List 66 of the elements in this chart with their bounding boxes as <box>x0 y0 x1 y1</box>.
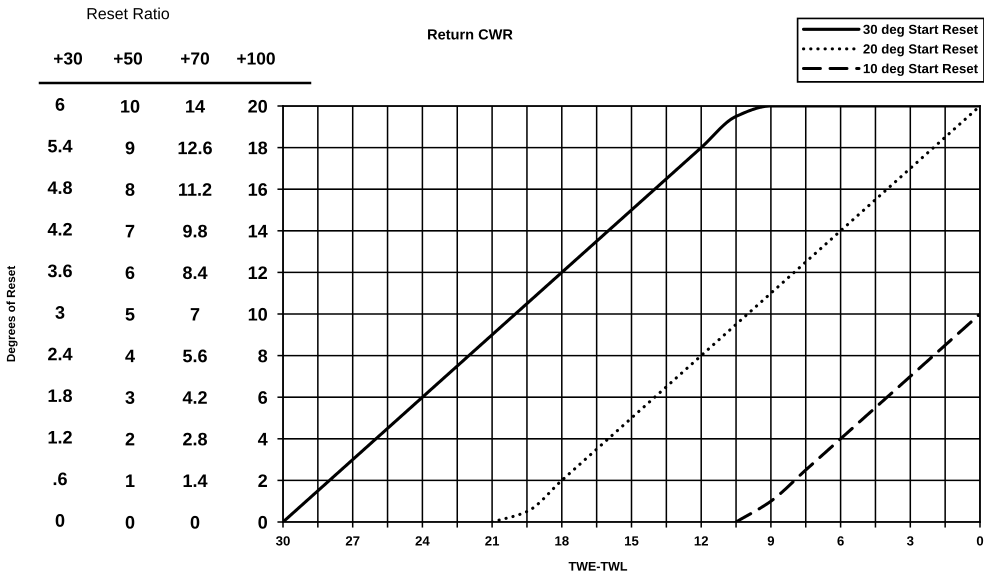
text: 2.4 <box>48 348 72 360</box>
x-tick-label: 0 <box>976 536 984 546</box>
y-tick-label: 2 <box>258 474 267 487</box>
x-axis-title: TWE-TWL <box>568 562 628 571</box>
y-tick-label: 6 <box>258 391 268 404</box>
y2-axis-title: +70 <box>181 52 210 65</box>
y2-tick-label: 8.4 <box>183 266 208 280</box>
y3-tick-label: 7 <box>126 224 134 238</box>
y3-tick-label: 3 <box>125 391 134 404</box>
y3-tick-label: 9 <box>126 142 134 154</box>
text: +50 <box>114 52 142 65</box>
text: 3 <box>55 306 64 319</box>
text: 5.4 <box>48 140 72 152</box>
text: 4.2 <box>48 222 72 236</box>
y3-tick-label: 8 <box>126 183 134 196</box>
x-tick-label: 15 <box>624 536 638 546</box>
x-tick-label: 12 <box>694 536 708 546</box>
x-tick-label: 24 <box>416 536 430 546</box>
y2-tick-label: 4.2 <box>182 391 207 404</box>
chart-title: Return CWR <box>428 29 513 40</box>
y3-tick-label: 10 <box>121 100 140 113</box>
text: 0 <box>56 514 64 527</box>
y3-tick-label: 5 <box>126 308 135 321</box>
x-tick-label: 30 <box>276 536 290 546</box>
y2-tick-label: 11.2 <box>179 183 212 196</box>
y3-tick-label: 1 <box>126 474 135 487</box>
y-tick-label: 14 <box>248 224 268 238</box>
y2-tick-label: 14 <box>186 100 205 113</box>
y-tick-label: 16 <box>248 183 268 196</box>
y2-tick-label: 7 <box>190 308 200 321</box>
legend-label: 30 deg Start Reset <box>863 24 978 37</box>
y-tick-label: 4 <box>258 432 268 446</box>
text: +100 <box>237 52 275 65</box>
x-tick-label: 6 <box>837 536 844 546</box>
x-tick-label: 18 <box>555 536 569 546</box>
legend-label: 10 deg Start Reset <box>864 64 978 76</box>
y2-tick-label: 9.8 <box>183 224 207 238</box>
text: 1.8 <box>48 389 72 402</box>
y-tick-label: 18 <box>248 142 268 154</box>
text: 3.6 <box>48 264 72 278</box>
y-tick-label: 10 <box>248 308 267 321</box>
text: Reset Ratio <box>88 8 170 20</box>
y2-tick-label: 1.4 <box>184 474 208 487</box>
text: 6 <box>56 98 64 111</box>
y2-tick-label: 2.8 <box>183 432 207 446</box>
y3-tick-label: 2 <box>126 432 134 446</box>
x-tick-label: 27 <box>346 536 360 546</box>
text: 4.8 <box>48 181 72 194</box>
y3-axis-title: Degrees of Reset <box>6 266 18 362</box>
x-tick-label: 3 <box>906 536 914 546</box>
x-tick-label: 21 <box>485 536 500 546</box>
y-tick-label: 12 <box>248 266 267 279</box>
y2-tick-label: 0 <box>190 516 200 529</box>
y-tick-label: 20 <box>248 100 267 113</box>
y3-tick-label: 6 <box>126 266 134 280</box>
y2-tick-label: 12.6 <box>178 142 212 154</box>
text: 1.2 <box>48 430 72 444</box>
text: .6 <box>54 472 67 486</box>
y-tick-label: 0 <box>258 516 267 529</box>
y-tick-label: 8 <box>258 350 268 362</box>
text: +30 <box>54 52 82 65</box>
x-tick-label: 9 <box>768 536 774 546</box>
legend-label: 20 deg Start Reset <box>863 44 978 56</box>
y3-tick-label: 0 <box>126 516 134 529</box>
y3-tick-label: 4 <box>125 350 135 362</box>
y2-tick-label: 5.6 <box>183 350 207 362</box>
